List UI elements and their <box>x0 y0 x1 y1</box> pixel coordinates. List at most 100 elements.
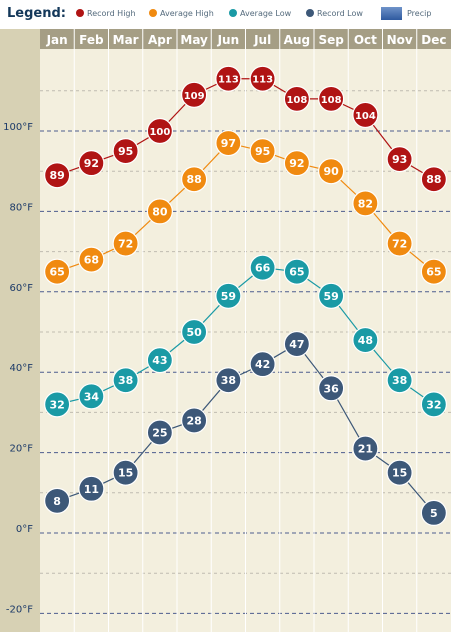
data-point[interactable] <box>318 282 345 309</box>
data-point[interactable] <box>386 367 413 394</box>
data-point[interactable] <box>146 419 173 446</box>
data-point[interactable] <box>420 258 447 285</box>
data-point[interactable] <box>146 117 173 145</box>
data-point[interactable] <box>181 166 208 193</box>
legend-label-average-high: Average High <box>160 9 214 18</box>
data-label: 88 <box>186 173 201 186</box>
data-point[interactable] <box>249 351 276 378</box>
legend-label-precip: Precip <box>407 9 432 18</box>
data-point[interactable] <box>112 459 139 486</box>
data-label: 104 <box>355 111 376 122</box>
data-label: 50 <box>186 326 202 339</box>
data-point[interactable] <box>352 101 379 129</box>
data-point[interactable] <box>352 326 379 354</box>
data-point[interactable] <box>215 282 242 309</box>
month-label-dec: Dec <box>421 33 446 47</box>
data-point[interactable] <box>283 150 310 177</box>
data-label: 113 <box>252 75 273 86</box>
data-label: 38 <box>221 374 236 387</box>
legend-item-average-high: Average High <box>149 9 214 18</box>
data-label: 42 <box>255 358 270 371</box>
data-label: 66 <box>255 262 271 275</box>
data-point[interactable] <box>386 459 413 486</box>
month-label-may: May <box>180 33 208 47</box>
y-tick-label: 40°F <box>10 363 34 374</box>
data-label: 95 <box>255 145 270 158</box>
data-label: 34 <box>84 390 100 403</box>
data-label: 38 <box>118 374 133 387</box>
data-label: 21 <box>358 443 373 456</box>
y-tick-label: 0°F <box>16 524 33 535</box>
data-label: 15 <box>392 467 407 480</box>
data-label: 72 <box>118 238 133 251</box>
data-point[interactable] <box>249 138 276 165</box>
data-point[interactable] <box>215 65 242 92</box>
data-label: 82 <box>358 197 373 210</box>
data-label: 8 <box>53 495 61 508</box>
legend-item-average-low: Average Low <box>229 9 291 18</box>
legend-item-record-high: Record High <box>76 9 136 18</box>
data-label: 5 <box>430 507 438 520</box>
month-label-mar: Mar <box>113 33 139 47</box>
data-point[interactable] <box>78 475 105 502</box>
data-point[interactable] <box>249 65 276 92</box>
data-point[interactable] <box>112 230 139 257</box>
data-point[interactable] <box>352 190 379 217</box>
month-label-jun: Jun <box>217 33 240 47</box>
data-label: 25 <box>152 427 167 440</box>
data-point[interactable] <box>352 435 379 462</box>
data-point[interactable] <box>181 318 208 346</box>
data-label: 92 <box>289 157 304 170</box>
precip-swatch-icon <box>381 7 402 20</box>
data-label: 36 <box>323 382 339 395</box>
data-point[interactable] <box>44 391 71 418</box>
legend-label-record-high: Record High <box>87 9 136 18</box>
data-point[interactable] <box>386 230 413 257</box>
data-point[interactable] <box>44 258 71 285</box>
data-label: 59 <box>221 290 236 303</box>
data-point[interactable] <box>420 499 447 527</box>
data-point[interactable] <box>318 158 345 185</box>
data-point[interactable] <box>112 367 139 394</box>
data-point[interactable] <box>318 375 345 402</box>
data-label: 59 <box>323 290 338 303</box>
data-point[interactable] <box>249 254 276 281</box>
data-label: 28 <box>186 414 201 427</box>
data-point[interactable] <box>78 246 105 273</box>
data-point[interactable] <box>146 347 173 374</box>
month-label-feb: Feb <box>79 33 104 47</box>
month-label-jan: Jan <box>46 33 68 47</box>
month-label-oct: Oct <box>354 33 377 47</box>
data-label: 11 <box>84 483 99 496</box>
data-point[interactable] <box>283 85 310 112</box>
data-label: 65 <box>289 266 304 279</box>
data-label: 113 <box>218 75 239 86</box>
data-point[interactable] <box>146 198 173 225</box>
data-point[interactable] <box>283 258 310 285</box>
month-label-sep: Sep <box>318 33 344 47</box>
data-label: 48 <box>358 334 373 347</box>
data-point[interactable] <box>44 487 71 514</box>
data-point[interactable] <box>215 129 242 157</box>
data-point[interactable] <box>318 85 345 112</box>
data-point[interactable] <box>420 166 447 193</box>
data-label: 32 <box>426 398 441 411</box>
data-point[interactable] <box>112 138 139 165</box>
data-label: 92 <box>84 157 99 170</box>
data-point[interactable] <box>386 146 413 173</box>
record-high-dot-icon <box>76 9 84 17</box>
data-label: 95 <box>118 145 133 158</box>
average-low-dot-icon <box>229 9 237 17</box>
legend-label-record-low: Record Low <box>317 9 363 18</box>
data-point[interactable] <box>78 383 105 410</box>
data-point[interactable] <box>215 367 242 394</box>
data-point[interactable] <box>181 81 208 108</box>
data-point[interactable] <box>78 150 105 177</box>
data-point[interactable] <box>44 162 71 189</box>
data-point[interactable] <box>181 407 208 434</box>
data-point[interactable] <box>420 391 447 418</box>
data-point[interactable] <box>283 330 310 358</box>
month-label-nov: Nov <box>387 33 413 47</box>
